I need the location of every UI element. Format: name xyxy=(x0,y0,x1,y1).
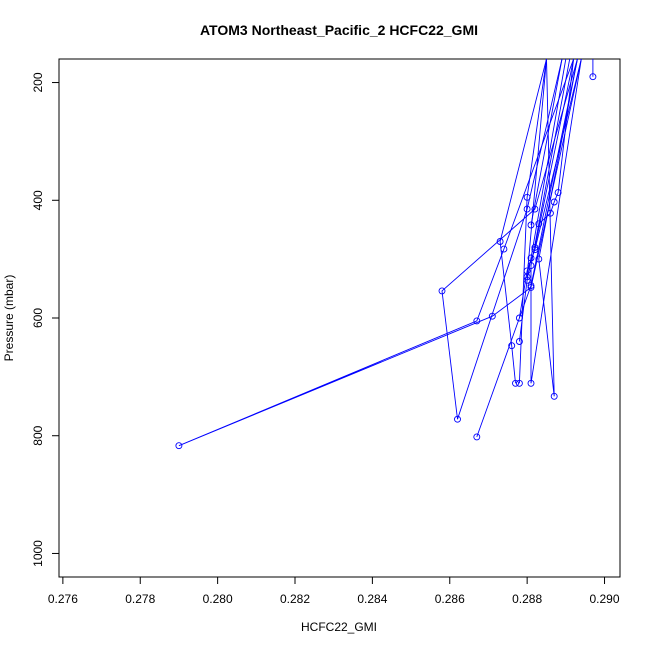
data-point xyxy=(488,312,496,320)
series-line-11 xyxy=(534,59,575,248)
series-layer xyxy=(178,59,594,447)
data-point xyxy=(500,245,508,253)
data-point xyxy=(554,189,562,197)
data-point xyxy=(535,255,543,263)
data-point xyxy=(515,314,523,322)
data-point xyxy=(508,342,516,350)
series-line-9 xyxy=(518,59,567,342)
series-line-14 xyxy=(530,59,563,226)
data-point xyxy=(473,433,481,441)
series-line-7 xyxy=(476,59,578,438)
y-tick-label: 1000 xyxy=(31,540,45,567)
data-point xyxy=(527,254,535,262)
data-point xyxy=(527,283,535,291)
data-point xyxy=(535,220,543,228)
series-line-8 xyxy=(538,59,575,225)
data-point xyxy=(531,205,539,213)
x-tick-label: 0.276 xyxy=(48,592,78,606)
series-line-1 xyxy=(499,59,547,384)
series-line-10 xyxy=(518,59,582,319)
data-point xyxy=(496,238,504,245)
series-line-3 xyxy=(441,59,578,420)
data-point xyxy=(473,317,481,325)
x-axis-label: HCFC22_GMI xyxy=(301,620,377,634)
data-point xyxy=(527,221,535,229)
x-tick-label: 0.288 xyxy=(512,592,542,606)
data-point xyxy=(523,193,531,201)
data-point xyxy=(546,209,554,217)
data-point xyxy=(527,379,535,387)
x-tick-label: 0.278 xyxy=(125,592,155,606)
x-axis: 0.276 0.278 0.280 0.282 0.284 0.286 0.288 0.290 xyxy=(48,576,620,606)
data-point xyxy=(527,282,535,290)
data-point xyxy=(175,442,183,450)
data-point xyxy=(512,379,519,387)
data-point xyxy=(523,205,531,213)
series-line-13 xyxy=(526,59,547,277)
data-point xyxy=(589,73,597,81)
data-point xyxy=(515,338,523,345)
x-tick-label: 0.282 xyxy=(280,592,310,606)
series-line-6 xyxy=(530,59,582,384)
y-axis: 200 400 600 800 1000 xyxy=(31,72,60,567)
points-layer xyxy=(175,73,597,450)
y-tick-label: 400 xyxy=(31,190,45,210)
data-point xyxy=(527,262,535,270)
chart-title: ATOM3 Northeast_Pacific_2 HCFC22_GMI xyxy=(200,22,478,38)
y-tick-label: 200 xyxy=(31,72,45,92)
data-point xyxy=(550,198,558,206)
x-tick-label: 0.280 xyxy=(203,592,233,606)
data-point xyxy=(523,273,531,281)
y-tick-label: 800 xyxy=(31,425,45,445)
y-axis-label: Pressure (mbar) xyxy=(2,275,16,362)
data-point xyxy=(531,246,539,254)
x-tick-label: 0.284 xyxy=(357,592,387,606)
x-tick-label: 0.286 xyxy=(435,592,465,606)
y-tick-label: 600 xyxy=(31,308,45,328)
data-point xyxy=(550,392,558,400)
data-point xyxy=(523,276,531,284)
data-point xyxy=(454,415,461,423)
data-point xyxy=(531,243,539,251)
series-line-4 xyxy=(538,59,578,397)
data-point xyxy=(515,379,523,387)
data-point xyxy=(438,287,446,295)
x-tick-label: 0.290 xyxy=(590,592,620,606)
